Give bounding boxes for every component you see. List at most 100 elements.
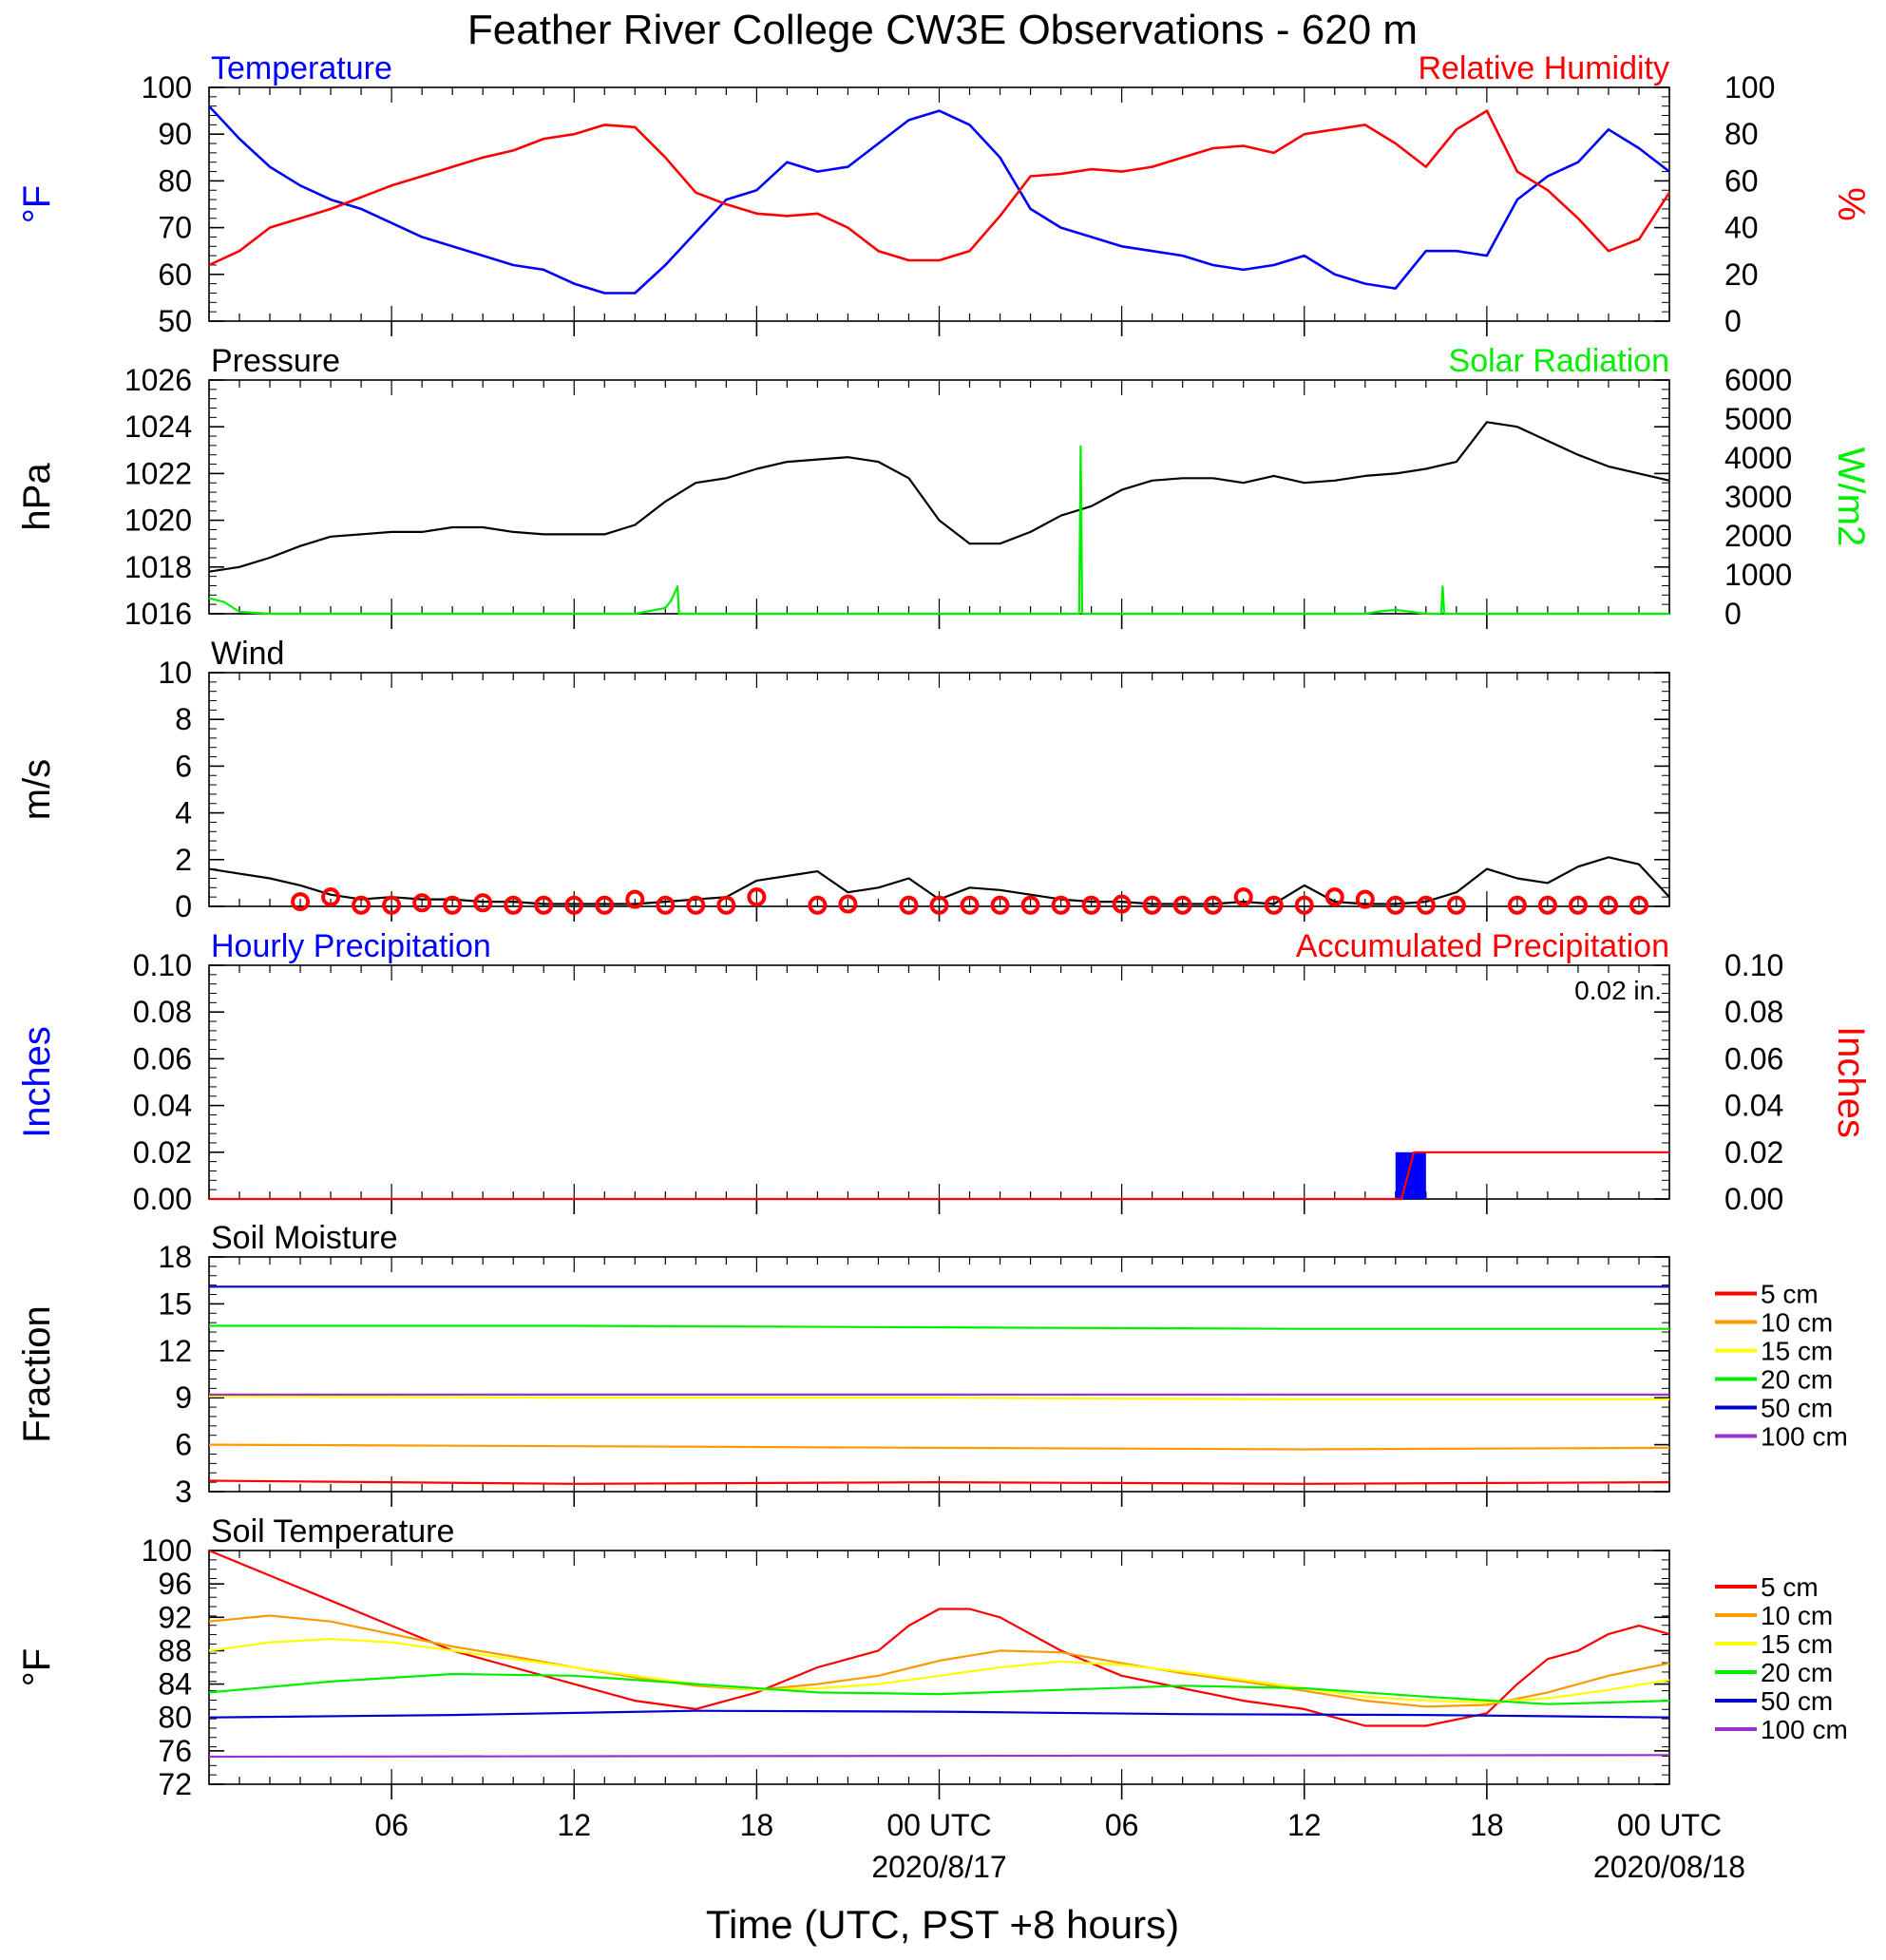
- x-tick-label: 00 UTC: [1617, 1808, 1722, 1842]
- legend-label: 100 cm: [1761, 1422, 1848, 1452]
- y-tick-label-left: 12: [158, 1334, 192, 1368]
- y-tick-label-right: 80: [1724, 117, 1759, 151]
- legend-label: 50 cm: [1761, 1394, 1833, 1423]
- legend-label: 10 cm: [1761, 1601, 1833, 1630]
- y-tick-label-left: 76: [158, 1734, 192, 1768]
- wind-barb-marker: [1233, 887, 1253, 907]
- wind-barb-marker: [1598, 895, 1618, 915]
- series-line-5-cm: [208, 1549, 1670, 1727]
- panel-title-left: Soil Moisture: [211, 1220, 398, 1256]
- legend-label: 100 cm: [1761, 1715, 1848, 1744]
- wind-barb-marker: [1264, 895, 1284, 915]
- series-line-temperature: [208, 105, 1670, 295]
- wind-barb-marker: [625, 889, 645, 909]
- y-tick-label-left: 96: [158, 1567, 192, 1601]
- series-line-pressure: [208, 421, 1670, 573]
- y-tick-label-right: 0.06: [1724, 1041, 1783, 1075]
- y-tick-label-left: 80: [158, 163, 192, 198]
- panel-4: 0.00 0.02 0.04 0.06 0.08 0.10 0.00 0.02 0.04 0.06…: [16, 928, 1872, 1216]
- y-tick-label-left: 50: [158, 304, 192, 338]
- wind-barb-marker: [838, 894, 858, 914]
- x-tick-date-label: 2020/8/17: [871, 1850, 1006, 1884]
- y-tick-label-left: 84: [158, 1667, 192, 1702]
- y-tick-label-left: 90: [158, 117, 192, 151]
- wind-barb-marker: [1172, 895, 1192, 915]
- y-axis-title-left: °F: [16, 185, 58, 223]
- wind-barb-marker: [1112, 894, 1132, 914]
- y-tick-label-left: 1024: [124, 409, 192, 444]
- y-tick-label-left: 6: [175, 1428, 192, 1462]
- y-tick-label-left: 80: [158, 1701, 192, 1735]
- wind-barb-marker: [1629, 895, 1648, 915]
- legend-label: 5 cm: [1761, 1280, 1819, 1309]
- series-line-10-cm: [208, 1614, 1670, 1708]
- panel-title-left: Pressure: [211, 343, 340, 379]
- y-tick-label-left: 1020: [124, 504, 192, 538]
- wind-barb-marker: [1051, 895, 1071, 915]
- wind-barb-marker: [1081, 895, 1101, 915]
- y-tick-label-left: 1026: [124, 363, 192, 397]
- x-axis-title: Time (UTC, PST +8 hours): [706, 1902, 1179, 1947]
- y-tick-label-right: 6000: [1724, 363, 1792, 397]
- y-tick-label-left: 18: [158, 1240, 192, 1274]
- legend-label: 5 cm: [1761, 1572, 1819, 1602]
- series-line-50-cm: [208, 1709, 1670, 1719]
- y-tick-label-left: 6: [175, 749, 192, 783]
- wind-barb-marker: [656, 895, 676, 915]
- y-tick-label-right: 0.10: [1724, 948, 1783, 982]
- y-tick-label-left: 10: [158, 656, 192, 690]
- wind-barb-marker: [929, 895, 949, 915]
- y-tick-label-left: 100: [142, 70, 192, 105]
- wind-barb-marker: [473, 893, 493, 913]
- wind-barb-marker: [1324, 887, 1344, 907]
- y-tick-label-left: 100: [142, 1533, 192, 1568]
- panel-title-left: Temperature: [211, 50, 392, 86]
- wind-barb-marker: [686, 895, 706, 915]
- series-line-relative-humidity: [208, 109, 1671, 267]
- legend-label: 10 cm: [1761, 1308, 1833, 1338]
- wind-barb-marker: [960, 895, 980, 915]
- y-axis-title-left: m/s: [16, 759, 58, 820]
- y-axis-title-left: hPa: [16, 463, 58, 531]
- y-tick-label-left: 1022: [124, 456, 192, 490]
- y-tick-label-right: 0.04: [1724, 1089, 1783, 1123]
- wind-barb-marker: [595, 895, 615, 915]
- wind-barb-marker: [1568, 895, 1588, 915]
- y-tick-label-right: 2000: [1724, 519, 1792, 553]
- legend-label: 15 cm: [1761, 1337, 1833, 1366]
- y-tick-label-right: 5000: [1724, 402, 1792, 436]
- y-axis-title-right: W/m2: [1830, 447, 1872, 546]
- plot-frame: [208, 1550, 1670, 1785]
- x-tick-label: 18: [1470, 1808, 1504, 1842]
- x-tick-label: 18: [740, 1808, 774, 1842]
- wind-barb-marker: [716, 895, 736, 915]
- x-tick-label: 12: [557, 1808, 591, 1842]
- wind-barb-marker: [899, 895, 919, 915]
- panel-1: 50 60 70 80 90 100 0 20 40 60 80 100 Temperature Rela…: [16, 50, 1872, 338]
- wind-barb-marker: [291, 892, 311, 912]
- panel-title-left: Wind: [211, 636, 284, 672]
- precip-bar: [1395, 1151, 1426, 1199]
- y-tick-label-right: 40: [1724, 211, 1759, 245]
- wind-barb-marker: [1385, 895, 1405, 915]
- y-tick-label-right: 0.08: [1724, 995, 1783, 1029]
- panel-3: 0 2 4 6 8 10 Wind m/s: [16, 636, 1670, 923]
- plot-frame: [208, 86, 1670, 322]
- x-tick-label: 06: [1105, 1808, 1139, 1842]
- y-axis-title-right: Inches: [1830, 1026, 1872, 1138]
- wind-barb-marker: [990, 895, 1010, 915]
- y-tick-label-left: 1018: [124, 550, 192, 584]
- y-tick-label-left: 15: [158, 1286, 192, 1321]
- y-tick-label-left: 8: [175, 702, 192, 736]
- plot-frame: [208, 672, 1670, 907]
- x-tick-label: 00 UTC: [886, 1808, 991, 1842]
- series-line-15-cm: [208, 1637, 1670, 1704]
- y-tick-label-left: 4: [175, 796, 192, 830]
- y-axis-title-left: Inches: [16, 1026, 58, 1138]
- wind-barb-marker: [747, 887, 767, 907]
- wind-barb-marker: [564, 895, 584, 915]
- wind-barb-marker: [443, 895, 463, 915]
